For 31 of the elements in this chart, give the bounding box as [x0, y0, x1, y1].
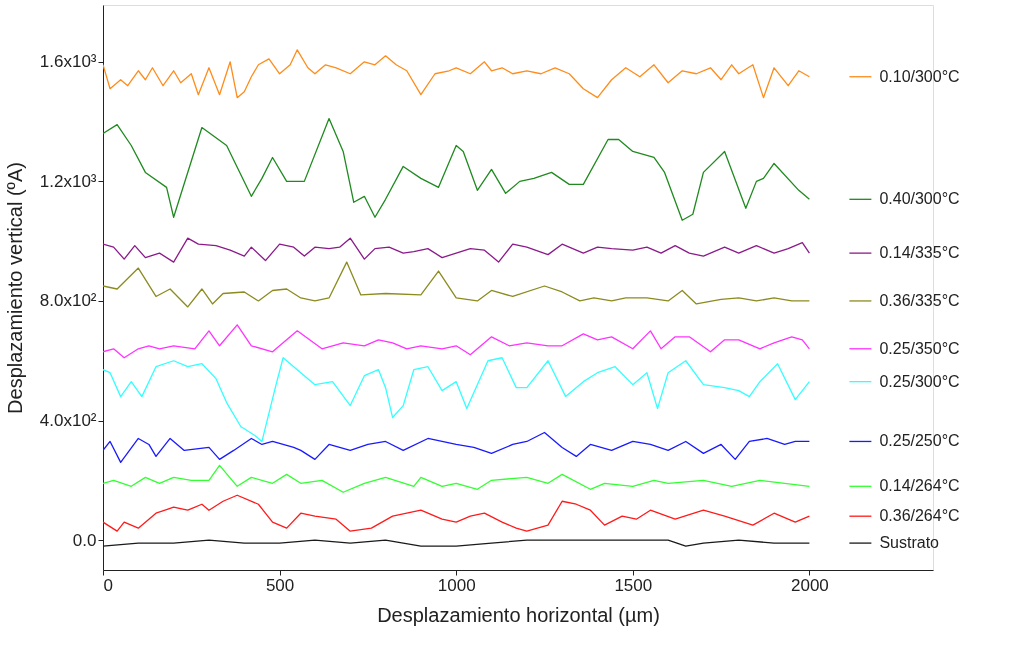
legend-label: 0.40/300°C — [879, 190, 960, 208]
x-tick-label: 1500 — [614, 575, 653, 595]
line-series — [103, 464, 811, 493]
x-tick-label: 0 — [103, 575, 113, 595]
y-axis-title: Desplazamiento vertical (ºA) — [3, 162, 26, 414]
y-tick-label: 0.0 — [72, 530, 97, 550]
line-series — [103, 431, 811, 464]
y-tick-label: 4.0x10² — [39, 411, 97, 431]
legend-label: 0.25/250°C — [879, 432, 960, 450]
legend-label: 0.36/264°C — [879, 507, 960, 525]
legend-label: 0.14/264°C — [879, 477, 960, 495]
line-series — [103, 237, 811, 263]
legend-label: 0.25/300°C — [879, 372, 960, 390]
legend-label: 0.10/300°C — [879, 67, 960, 85]
legend-label: 0.25/350°C — [879, 339, 960, 357]
line-series — [103, 49, 811, 99]
legend-label: Sustrato — [879, 534, 940, 552]
line-series — [103, 324, 811, 359]
y-tick-label: 1.6x10³ — [39, 52, 97, 72]
y-tick-label: 1.2x10³ — [39, 171, 97, 191]
legend-label: 0.36/335°C — [879, 291, 960, 309]
line-series — [103, 494, 811, 532]
line-series — [103, 117, 811, 221]
x-tick-label: 500 — [265, 575, 295, 595]
line-series — [103, 357, 811, 443]
x-tick-label: 1000 — [437, 575, 476, 595]
y-tick-label: 8.0x10² — [39, 291, 97, 311]
x-tick-label: 2000 — [790, 575, 829, 595]
x-axis-title: Desplazamiento horizontal (µm) — [377, 603, 660, 626]
line-series — [103, 261, 811, 308]
legend-label: 0.14/335°C — [879, 244, 960, 262]
